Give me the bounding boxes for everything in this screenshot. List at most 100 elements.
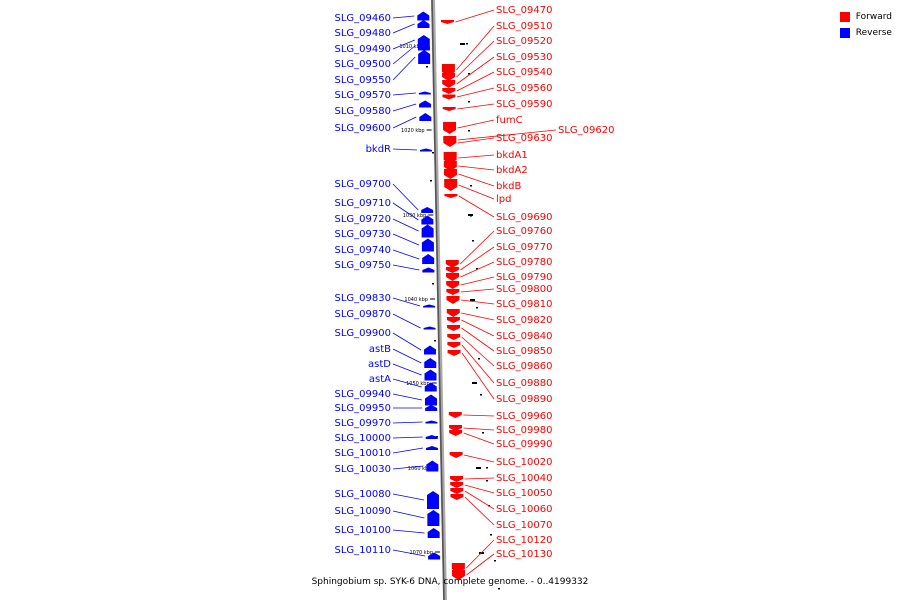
- forward-gene-leader: [461, 344, 495, 384]
- reverse-gene-label: SLG_09970: [335, 418, 391, 429]
- forward-gene-label: SLG_09470: [496, 5, 552, 16]
- forward-gene-leader: [461, 319, 495, 337]
- scale-label: 1030 kbp: [403, 213, 427, 219]
- axis-dot: [436, 436, 438, 438]
- reverse-gene-arrow: [421, 207, 434, 213]
- forward-gene-label: SLG_09820: [496, 315, 552, 326]
- reverse-gene-label: SLG_09870: [335, 309, 391, 320]
- reverse-gene-arrow: [425, 420, 438, 424]
- reverse-gene-leader: [392, 393, 423, 401]
- reverse-gene-arrow: [421, 215, 434, 225]
- forward-gene-label: SLG_09630: [496, 133, 552, 144]
- forward-gene-label: bkdB: [496, 181, 521, 192]
- reverse-gene-label: SLG_09580: [335, 106, 391, 117]
- reverse-gene-arrow: [417, 20, 430, 28]
- reverse-gene-label: SLG_09830: [335, 293, 391, 304]
- axis-dot: [426, 66, 428, 68]
- scale-label: 1060 kbp: [408, 466, 432, 472]
- reverse-gene-arrow: [418, 91, 431, 95]
- axis-tick-mark: [468, 214, 473, 216]
- reverse-gene-leader: [392, 348, 422, 364]
- forward-gene-label: SLG_09880: [496, 378, 552, 389]
- forward-gene-leader: [458, 195, 495, 218]
- forward-gene-arrow: [443, 161, 457, 171]
- forward-gene-arrow: [447, 350, 461, 356]
- forward-gene-label: SLG_10060: [496, 504, 552, 515]
- legend-reverse: Reverse: [839, 25, 892, 41]
- reverse-gene-label: SLG_10030: [335, 464, 391, 475]
- forward-gene-arrow: [440, 20, 454, 24]
- axis-dot: [498, 588, 500, 590]
- reverse-gene-arrow: [421, 224, 434, 238]
- forward-gene-label: bkdA1: [496, 150, 528, 161]
- axis-dot: [468, 101, 470, 103]
- forward-gene-arrow: [450, 494, 464, 500]
- reverse-gene-arrow: [428, 552, 441, 560]
- reverse-gene-leader: [392, 510, 425, 519]
- reverse-gene-leader: [392, 15, 415, 19]
- reverse-gene-arrow: [424, 358, 437, 368]
- forward-gene-leader: [456, 56, 495, 85]
- forward-gene-arrow: [446, 317, 460, 323]
- reverse-gene-arrow: [417, 11, 430, 21]
- forward-gene-label: SLG_09760: [496, 226, 552, 237]
- reverse-gene-label: astD: [368, 359, 391, 370]
- forward-gene-arrow: [444, 179, 458, 191]
- legend-forward: Forward: [839, 9, 892, 25]
- forward-gene-label: SLG_09560: [496, 83, 552, 94]
- reverse-gene-leader: [392, 56, 416, 81]
- reverse-gene-arrow: [421, 238, 434, 252]
- legend: Forward Reverse: [839, 9, 892, 41]
- forward-gene-arrow: [446, 281, 460, 289]
- forward-gene-arrow: [450, 488, 464, 494]
- reverse-gene-arrow: [427, 491, 439, 509]
- forward-gene-leader: [460, 230, 495, 265]
- reverse-gene-label: SLG_10100: [335, 525, 391, 536]
- forward-gene-arrow: [447, 325, 461, 331]
- forward-gene-label: lpd: [496, 194, 511, 205]
- forward-gene-leader: [455, 9, 495, 23]
- reverse-gene-arrow: [424, 382, 437, 392]
- forward-gene-arrow: [447, 334, 461, 340]
- forward-gene-leader: [456, 71, 495, 92]
- forward-gene-label: SLG_10070: [496, 520, 552, 531]
- forward-gene-arrow: [449, 452, 463, 458]
- genome-backbone: [431, 0, 445, 600]
- forward-gene-arrow: [450, 482, 464, 488]
- reverse-gene-leader: [392, 363, 422, 376]
- forward-gene-leader: [457, 129, 557, 141]
- reverse-gene-label: SLG_09900: [335, 328, 391, 339]
- forward-gene-leader: [461, 352, 495, 400]
- reverse-gene-leader: [392, 465, 424, 470]
- reverse-gene-label: SLG_09750: [335, 260, 391, 271]
- forward-gene-arrow: [446, 289, 460, 295]
- forward-gene-leader: [466, 553, 495, 576]
- forward-gene-arrow: [452, 570, 465, 580]
- reverse-gene-label: SLG_09720: [335, 214, 391, 225]
- reverse-gene-leader: [392, 421, 423, 424]
- reverse-gene-leader: [392, 493, 425, 501]
- forward-gene-label: SLG_09620: [558, 125, 614, 136]
- axis-tick-mark: [476, 467, 481, 469]
- reverse-gene-label: SLG_09570: [335, 90, 391, 101]
- reverse-gene-arrow: [417, 35, 430, 45]
- scale-label: 1020 kbp: [401, 128, 425, 134]
- reverse-gene-arrow: [420, 148, 432, 152]
- forward-gene-leader: [458, 173, 495, 187]
- reverse-gene-leader: [392, 249, 420, 260]
- forward-gene-label: SLG_10040: [496, 473, 552, 484]
- forward-gene-arrow: [445, 267, 459, 273]
- axis-dot: [468, 130, 470, 132]
- forward-gene-leader: [457, 119, 495, 129]
- forward-gene-label: SLG_10050: [496, 488, 552, 499]
- forward-gene-leader: [461, 327, 495, 352]
- reverse-gene-arrow: [427, 528, 440, 538]
- forward-gene-arrow: [443, 122, 457, 134]
- reverse-gene-leader: [392, 297, 421, 307]
- reverse-gene-leader: [392, 183, 419, 211]
- reverse-gene-label: SLG_10110: [335, 545, 391, 556]
- forward-gene-arrow: [447, 342, 461, 348]
- forward-gene-leader: [466, 539, 495, 569]
- forward-gene-leader: [458, 154, 495, 159]
- reverse-gene-leader: [392, 233, 420, 246]
